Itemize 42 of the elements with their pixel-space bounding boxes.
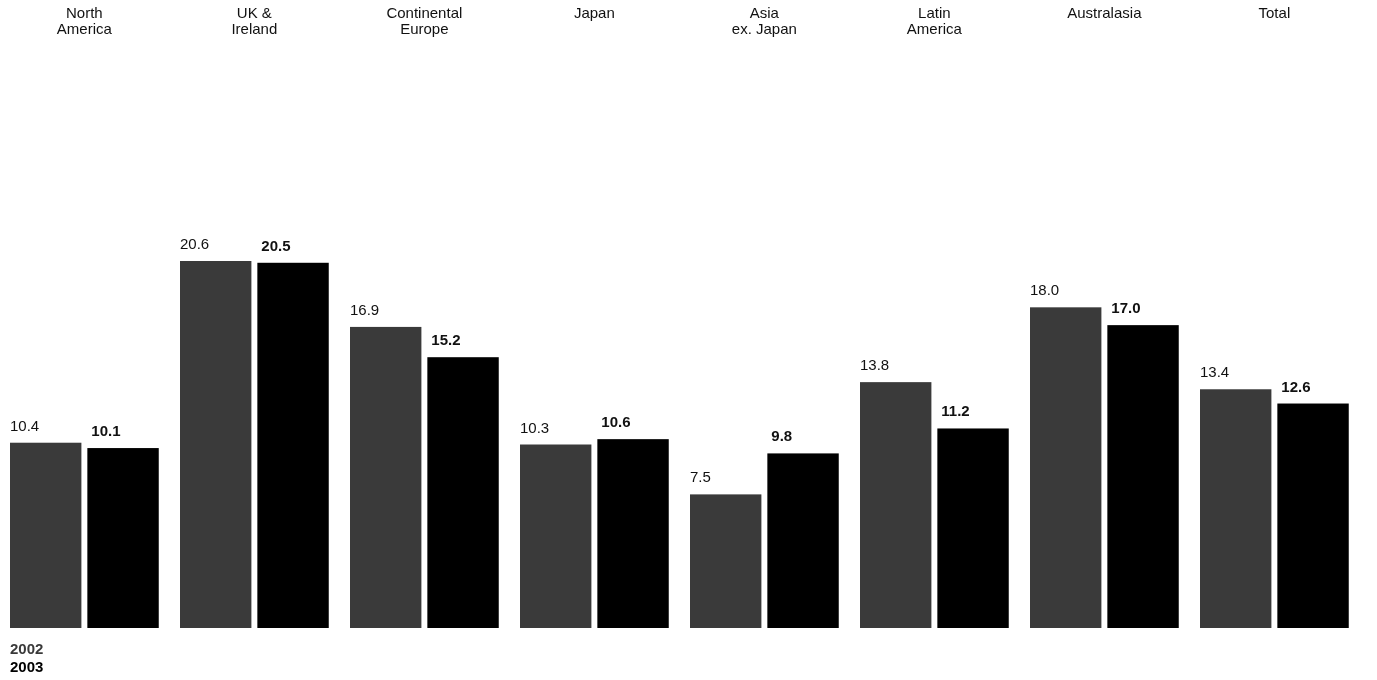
bar [180, 261, 252, 628]
bar [350, 326, 422, 628]
bar [767, 453, 839, 628]
data-label: 12.6 [1281, 377, 1311, 395]
x-tick-label: Australasia [1067, 4, 1143, 21]
bar [257, 262, 329, 628]
x-tick-label: UK & Ireland [231, 4, 278, 37]
data-label: 17.0 [1111, 299, 1141, 317]
x-tick-label: Latin America [906, 4, 963, 37]
bar [1030, 307, 1102, 628]
bar [597, 439, 669, 628]
data-label: 10.6 [601, 413, 631, 431]
bar [690, 494, 762, 628]
data-label: 20.6 [180, 235, 210, 252]
data-label: 10.4 [10, 416, 40, 434]
bar [10, 442, 82, 628]
text: 2003 [10, 658, 44, 675]
bar [427, 357, 499, 628]
bar [87, 448, 159, 628]
x-tick-label: Asia ex. Japan [731, 4, 797, 37]
x-tick-label: Total [1258, 4, 1291, 21]
bar [937, 428, 1009, 628]
x-tick-label: Continental Europe [386, 4, 463, 37]
bar [1107, 325, 1179, 628]
data-label: 11.2 [941, 402, 970, 420]
data-label: 13.4 [1200, 363, 1230, 381]
series-label: 2002 [10, 640, 44, 657]
bar [1277, 403, 1349, 628]
data-label: 9.8 [771, 427, 793, 445]
data-label: 10.1 [91, 422, 121, 440]
data-label: 13.8 [860, 356, 890, 374]
data-label: 16.9 [350, 300, 380, 318]
bar [520, 444, 592, 628]
data-label: 7.5 [690, 468, 711, 486]
data-label: 18.0 [1030, 281, 1060, 299]
data-label: 15.2 [431, 331, 461, 349]
data-label: 20.5 [261, 236, 291, 254]
data-label: 10.3 [520, 418, 550, 436]
bar [1200, 389, 1272, 628]
x-tick-label: Japan [573, 4, 615, 21]
x-tick-label: North America [56, 4, 113, 37]
bar [860, 382, 932, 628]
